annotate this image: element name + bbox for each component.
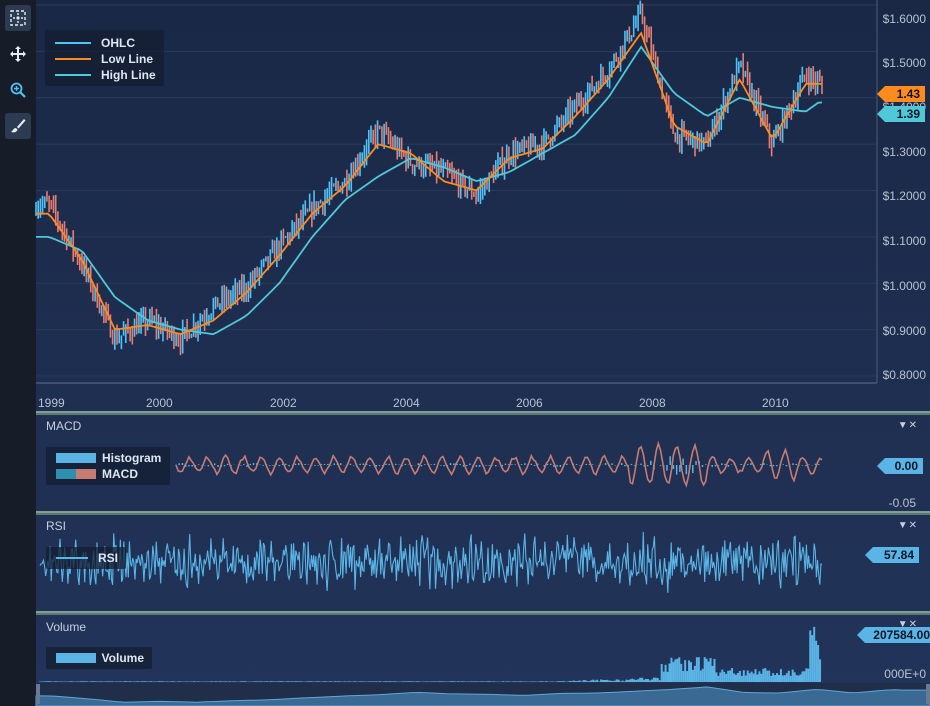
zoom-extents-button[interactable]	[5, 5, 31, 31]
x-tick-label: 2004	[393, 396, 420, 410]
x-tick-label: 1999	[38, 396, 65, 410]
legend-item-rsi[interactable]: RSI	[46, 550, 126, 566]
legend-label: RSI	[97, 551, 118, 565]
legend-swatch	[56, 557, 88, 559]
y-tick-label: $1.5000	[882, 56, 926, 70]
legend-label: MACD	[102, 467, 138, 481]
legend-item-high-line[interactable]: High Line	[45, 67, 164, 83]
price-grid	[36, 4, 877, 377]
macd-value-badge: 0.00	[877, 458, 923, 474]
pane-gap	[36, 411, 930, 415]
pane-gap	[36, 611, 930, 615]
price-legend: OHLC Low Line High Line	[45, 30, 164, 86]
y-tick-label: $0.8000	[882, 368, 926, 382]
y-tick-label: $0.9000	[882, 324, 926, 338]
legend-item-histogram[interactable]: Histogram	[46, 450, 170, 466]
y-tick-label: $1.3000	[882, 145, 926, 159]
zoom-extents-icon	[10, 10, 26, 26]
legend-label: Low Line	[101, 52, 153, 66]
y-tick-label: $1.6000	[882, 12, 926, 26]
collapse-pane-icon[interactable]: ▼	[897, 420, 909, 431]
legend-swatch	[56, 653, 96, 663]
legend-swatch	[55, 58, 91, 60]
macd-pane-controls[interactable]: ▼✕	[898, 420, 918, 431]
pane-gap	[36, 511, 930, 515]
x-tick-label: 2002	[270, 396, 297, 410]
rsi-value-badge: 57.84	[865, 547, 919, 563]
volume-pane-title: Volume	[46, 620, 87, 634]
x-tick-label: 2008	[639, 396, 666, 410]
rsi-pane-title: RSI	[46, 519, 67, 533]
volume-pane-controls[interactable]: ▼✕	[898, 619, 918, 630]
legend-item-volume[interactable]: Volume	[46, 650, 152, 666]
volume-value-badge: 207584.00	[857, 627, 930, 643]
macd-legend: Histogram MACD	[46, 447, 170, 485]
legend-label: Volume	[101, 651, 144, 665]
volume-y-tick-label: 000E+0	[884, 667, 926, 681]
overview-left-handle[interactable]	[36, 684, 40, 704]
volume-pane[interactable]	[39, 626, 822, 682]
pan-button[interactable]	[5, 41, 31, 67]
overview-right-handle[interactable]	[926, 684, 930, 704]
collapse-pane-icon[interactable]: ▼	[897, 520, 909, 531]
macd-pane-title: MACD	[46, 419, 82, 433]
toolbar	[0, 0, 36, 706]
legend-item-ohlc[interactable]: OHLC	[45, 35, 164, 51]
legend-swatch	[56, 469, 96, 479]
volume-legend: Volume	[46, 647, 152, 669]
overview-area	[35, 686, 930, 706]
y-tick-label: $1.2000	[882, 189, 926, 203]
close-pane-icon[interactable]: ✕	[908, 420, 918, 431]
macd-series[interactable]	[175, 440, 823, 488]
close-pane-icon[interactable]: ✕	[908, 619, 918, 630]
legend-swatch	[55, 42, 91, 44]
low-line-value-badge: 1.43	[877, 86, 925, 102]
low-line-series[interactable]	[36, 31, 822, 335]
pan-icon	[10, 46, 26, 62]
collapse-pane-icon[interactable]: ▼	[897, 619, 909, 630]
overview-scrollbar[interactable]	[35, 683, 930, 706]
price-pane[interactable]	[35, 0, 823, 356]
legend-label: Histogram	[102, 451, 162, 465]
y-tick-label: $1.0000	[882, 279, 926, 293]
legend-label: High Line	[101, 68, 156, 82]
rsi-pane-controls[interactable]: ▼✕	[898, 520, 918, 531]
zoom-button[interactable]	[5, 77, 31, 103]
rsi-series[interactable]	[39, 531, 823, 593]
legend-item-macd[interactable]: MACD	[46, 466, 170, 482]
high-line-series[interactable]	[36, 45, 823, 336]
macd-pane[interactable]	[175, 440, 823, 488]
close-pane-icon[interactable]: ✕	[908, 520, 918, 531]
high-line-value-badge: 1.39	[877, 106, 925, 122]
legend-label: OHLC	[101, 36, 135, 50]
x-tick-label: 2000	[146, 396, 173, 410]
brush-button[interactable]	[5, 113, 31, 139]
legend-swatch	[55, 74, 91, 76]
rsi-pane[interactable]	[39, 531, 823, 593]
legend-item-low-line[interactable]: Low Line	[45, 51, 164, 67]
rsi-legend: RSI	[46, 547, 126, 569]
pane-separators[interactable]	[36, 411, 930, 615]
brush-icon	[11, 119, 26, 133]
legend-swatch	[56, 453, 96, 463]
x-tick-label: 2006	[516, 396, 543, 410]
zoom-icon	[10, 82, 26, 98]
y-tick-label: $1.1000	[882, 234, 926, 248]
macd-y-tick-label: -0.05	[888, 496, 916, 510]
x-tick-label: 2010	[762, 396, 789, 410]
